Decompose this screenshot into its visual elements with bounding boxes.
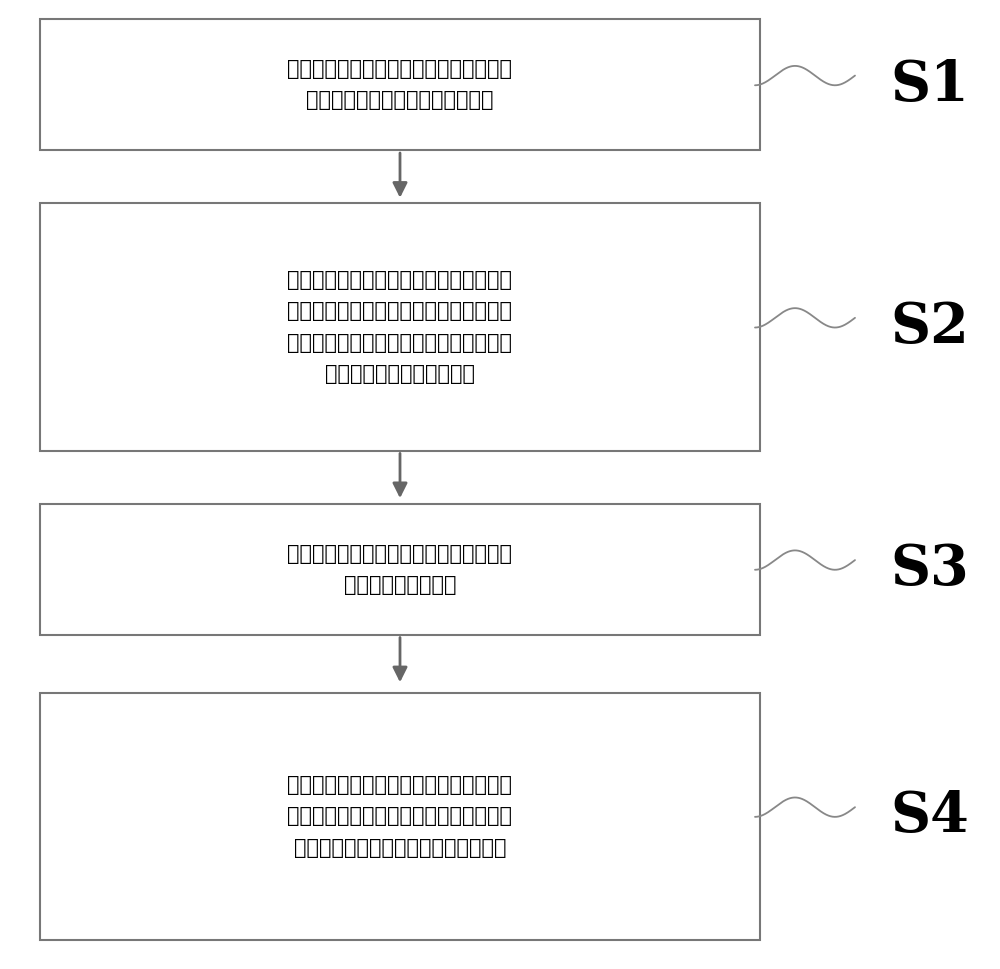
Bar: [40, 203, 760, 451]
Text: S4: S4: [891, 790, 969, 844]
Text: 光照强度决策单元调用作物生产模型计算
从光补偿点至光照饱和点范围内的不同光
照强度蔬菜的产量和投入的能耗成本，并
对合理的光照强度进行优化: 光照强度决策单元调用作物生产模型计算 从光补偿点至光照饱和点范围内的不同光 照强…: [287, 270, 512, 384]
Text: 光照强度控制单元根据光照传感器单元采
集的光照强度值，驱动光照强度执行单元
将人工光源的光照调节至最佳光照强度: 光照强度控制单元根据光照传感器单元采 集的光照强度值，驱动光照强度执行单元 将人…: [287, 775, 512, 858]
Text: S1: S1: [891, 58, 969, 112]
Bar: [40, 504, 760, 635]
Text: S3: S3: [891, 543, 969, 597]
Bar: [40, 693, 760, 940]
Text: 输入拟种植蔬菜的市场价格、电能的价格
赋值，并发送给光照强度决策模块: 输入拟种植蔬菜的市场价格、电能的价格 赋值，并发送给光照强度决策模块: [287, 59, 512, 110]
Text: S2: S2: [891, 300, 969, 355]
Text: 光照强度决策单元将合理的光照强度发送
给光照强度控制单元: 光照强度决策单元将合理的光照强度发送 给光照强度控制单元: [287, 544, 512, 595]
Bar: [40, 19, 760, 150]
